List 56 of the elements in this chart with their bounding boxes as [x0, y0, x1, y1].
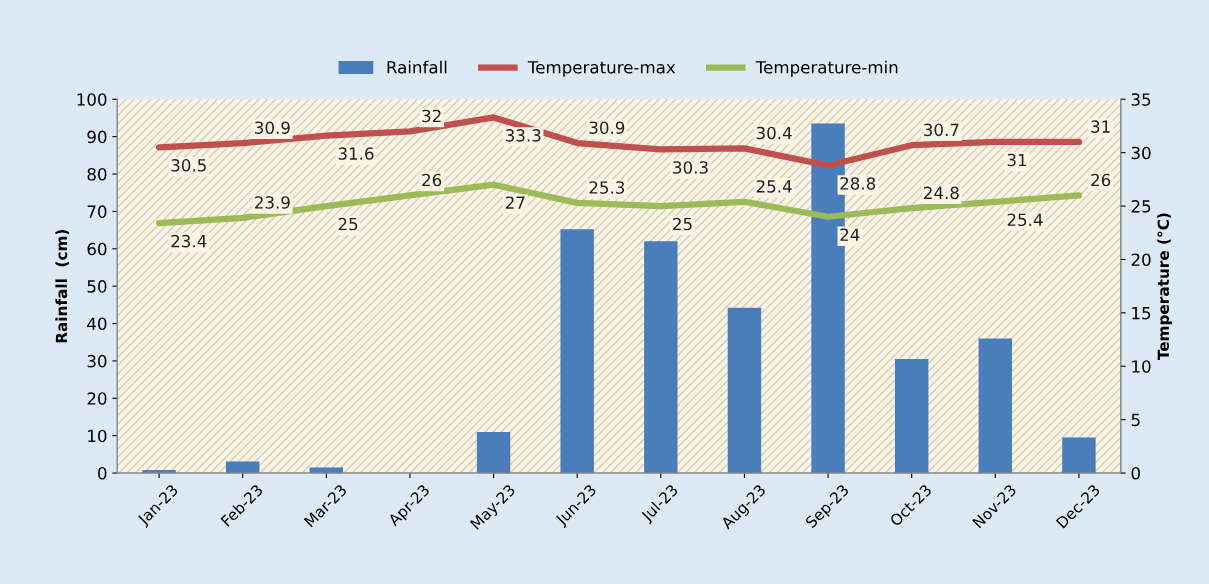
- data-label: 30.5: [171, 159, 206, 172]
- data-label: 26: [422, 173, 442, 187]
- y2-tick-label: 0: [1131, 467, 1140, 480]
- y-axis-title: Rainfall (cm): [55, 229, 70, 343]
- y-tick-label: 20: [87, 392, 107, 405]
- data-label: 25.4: [1007, 213, 1043, 227]
- legend-label: Temperature-max: [527, 61, 676, 77]
- data-label: 30.7: [924, 123, 959, 137]
- y-tick-label: 60: [87, 242, 107, 256]
- y-tick-label: 50: [87, 280, 107, 293]
- legend-label: Temperature-min: [755, 60, 898, 77]
- y2-tick-label: 10: [1132, 360, 1151, 373]
- bar: [560, 229, 594, 474]
- data-label: 33.3: [505, 129, 541, 142]
- y-tick-label: 40: [87, 317, 107, 331]
- bar: [727, 307, 762, 474]
- y-tick-label: 100: [77, 93, 107, 106]
- y-tick-label: 70: [87, 205, 107, 218]
- y2-tick-label: 30: [1131, 146, 1151, 160]
- data-label: 23.4: [171, 234, 207, 248]
- data-label: 25: [673, 217, 692, 231]
- data-label: 25.4: [756, 180, 792, 193]
- bar: [644, 241, 678, 474]
- bar: [1062, 437, 1096, 474]
- y2-tick-label: 5: [1131, 413, 1140, 427]
- data-label: 31: [1091, 120, 1110, 133]
- data-label: 30.9: [255, 121, 290, 135]
- y-tick-label: 30: [87, 354, 107, 368]
- bar: [978, 338, 1013, 474]
- data-label: 30.4: [756, 126, 792, 140]
- data-label: 24: [840, 228, 860, 241]
- y-tick-label: 0: [98, 467, 107, 480]
- data-label: 32: [422, 109, 441, 123]
- data-label: 31.6: [338, 147, 374, 160]
- bar: [225, 461, 260, 474]
- data-label: 26: [1091, 173, 1111, 187]
- data-label: 27: [505, 196, 525, 209]
- data-label: 23.9: [255, 196, 290, 209]
- data-label: 24.8: [924, 186, 959, 200]
- data-label: 25.3: [589, 181, 625, 194]
- y2-tick-label: 25: [1131, 200, 1151, 213]
- y2-tick-label: 20: [1131, 253, 1151, 267]
- y2-tick-label: 35: [1131, 93, 1151, 106]
- y-tick-label: 10: [88, 429, 107, 443]
- data-label: 30.9: [589, 121, 625, 135]
- y2-axis-title: Temperature (°C): [1157, 213, 1173, 361]
- bar: [894, 359, 929, 474]
- data-label: 30.3: [673, 161, 708, 174]
- data-label: 31: [1007, 153, 1027, 167]
- y-tick-label: 80: [87, 167, 107, 181]
- bar: [476, 431, 511, 474]
- data-label: 28.8: [840, 177, 876, 190]
- y-tick-label: 90: [87, 130, 107, 144]
- legend-label: Rainfall: [387, 60, 447, 74]
- y2-tick-label: 15: [1132, 307, 1151, 320]
- data-label: 25: [338, 217, 358, 231]
